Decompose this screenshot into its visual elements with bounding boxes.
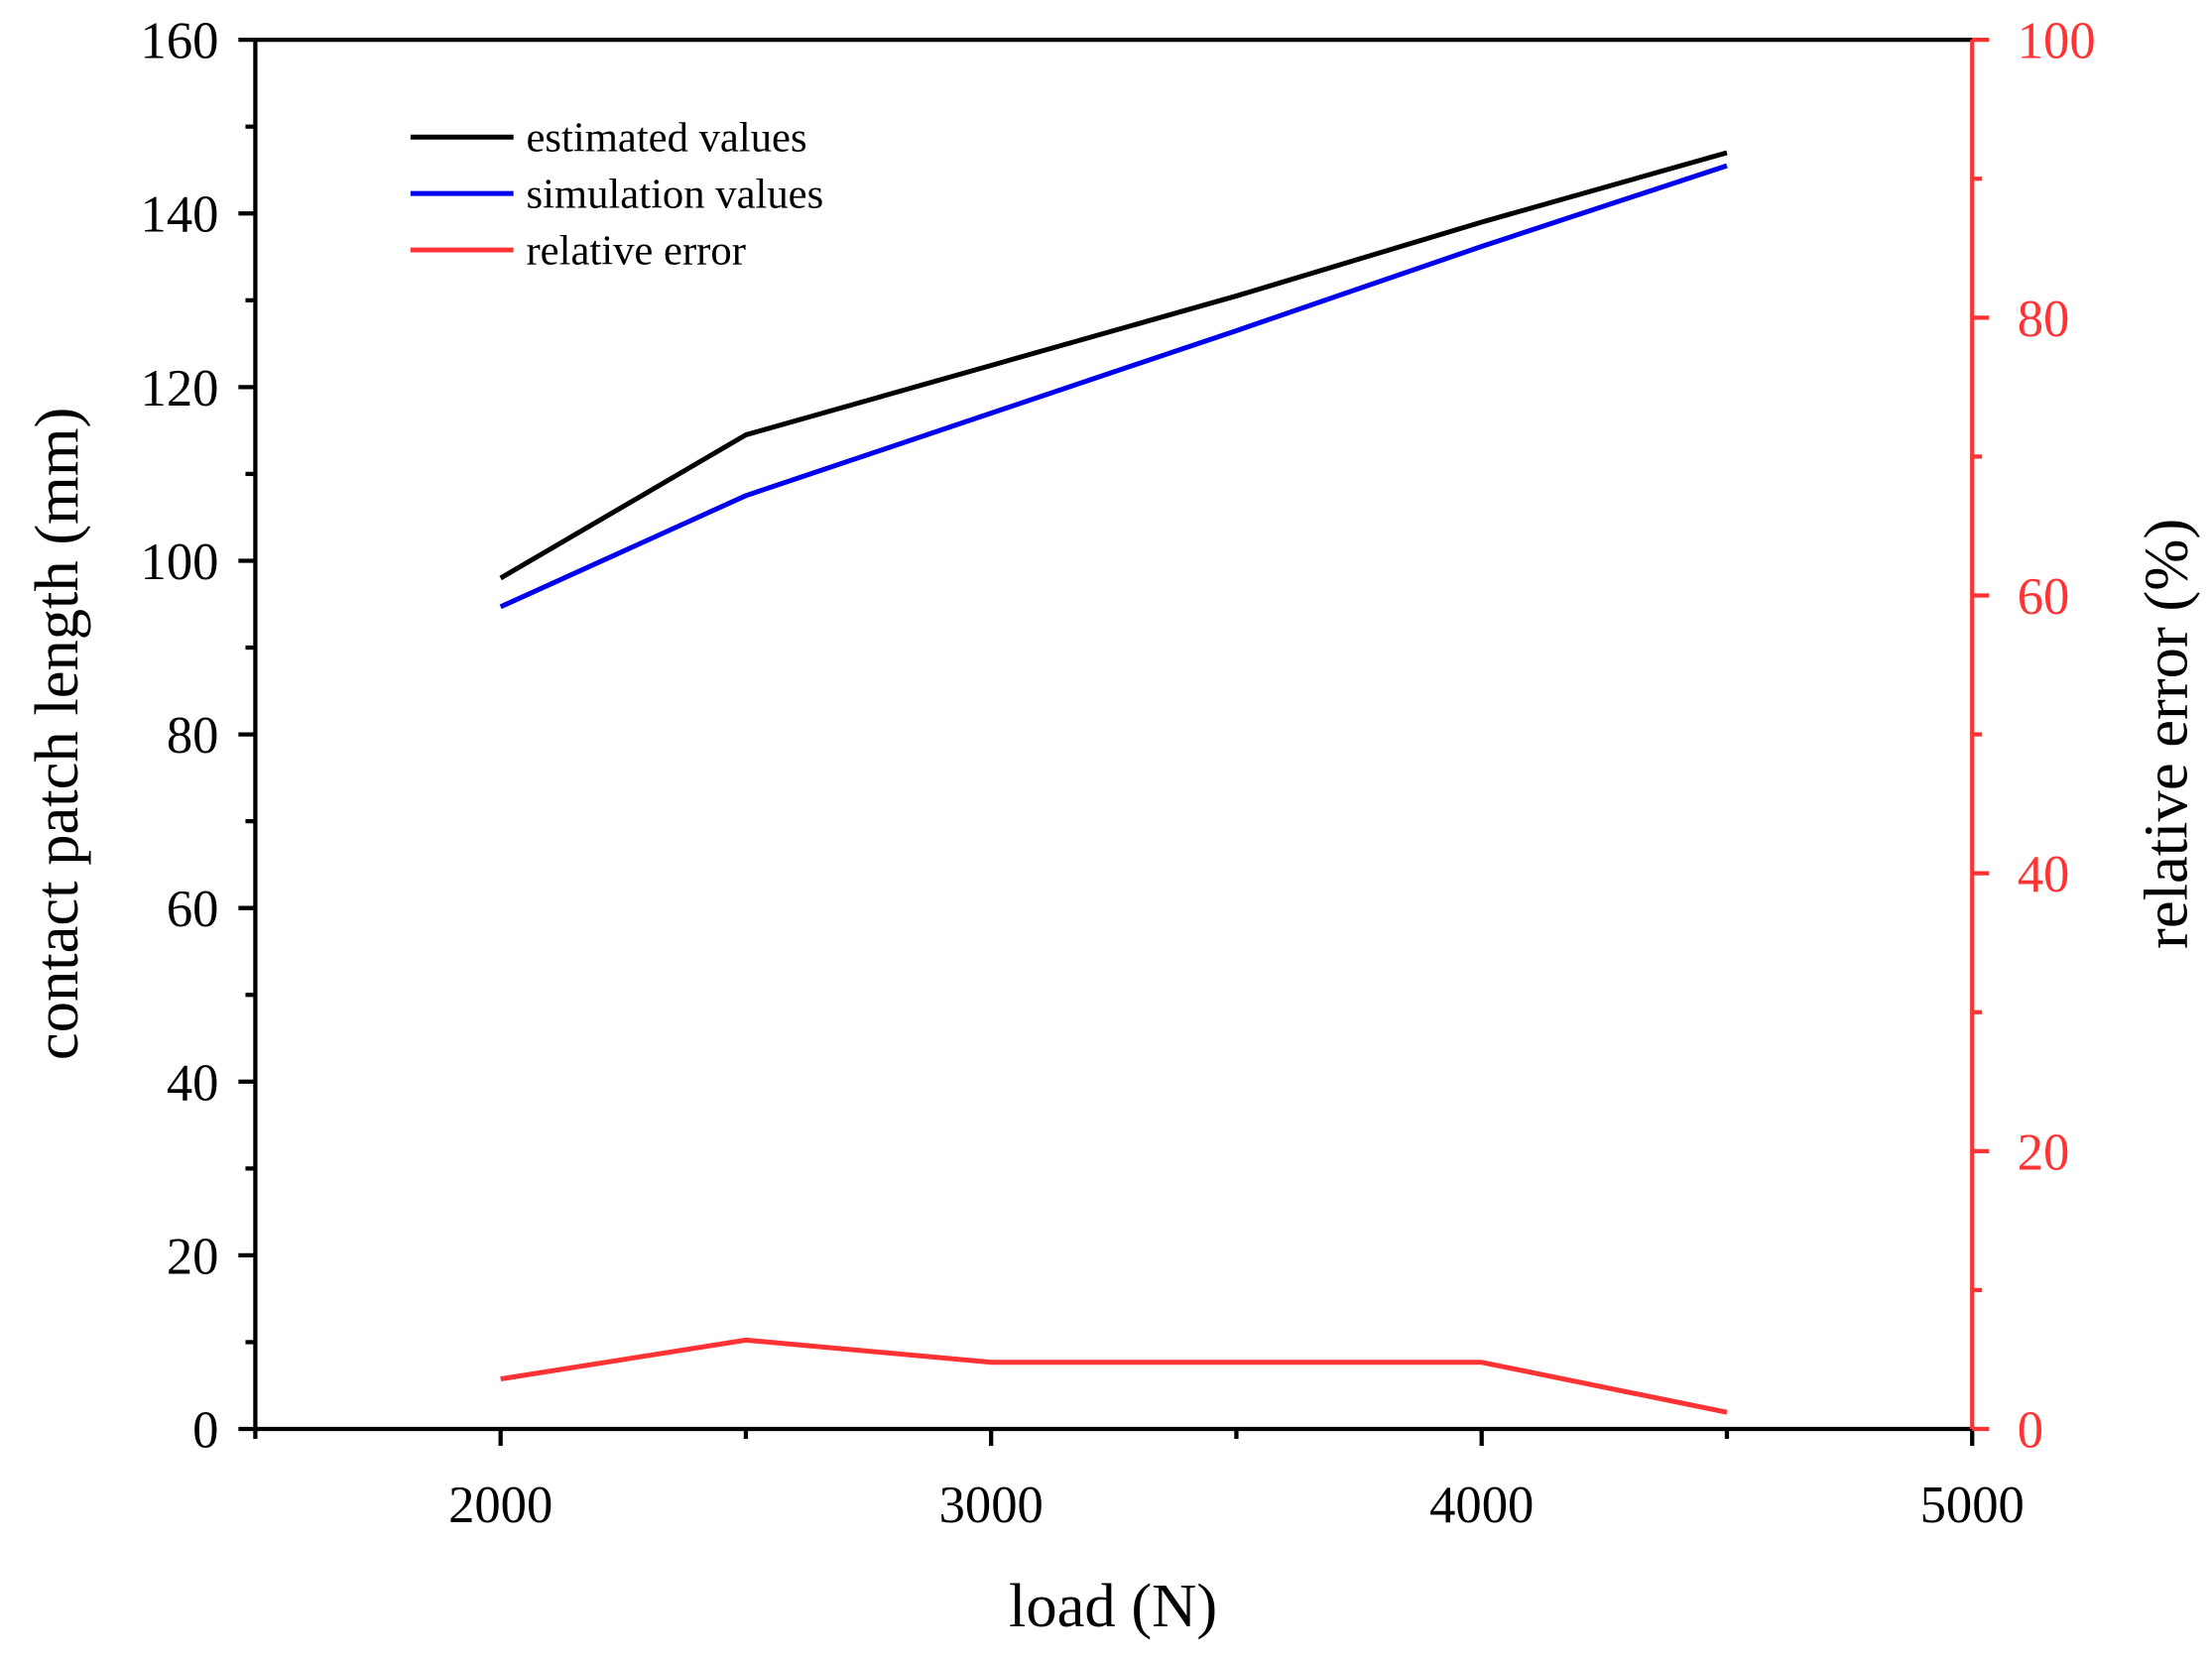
x-tick-label: 3000 [939,1477,1044,1534]
y-tick-label: 60 [167,881,219,938]
y-axis-title: contact patch length (mm) [22,408,91,1060]
y2-tick-label: 20 [2018,1124,2070,1181]
series-line-simulation-values [499,163,1728,610]
y2-tick-label: 0 [2018,1401,2043,1459]
y2-tick-label: 40 [2018,846,2070,903]
y2-tick-label: 100 [2018,13,2096,70]
legend-label-relative-error: relative error [526,227,745,274]
y2-tick-label: 80 [2018,291,2070,348]
axis-tick-labels: 2000 3000 4000 5000 0 20 40 60 80 100 120 140 160 0 20… [141,13,2096,1534]
x-tick-label: 4000 [1429,1477,1534,1534]
y-tick-label: 140 [141,186,219,244]
y-tick-label: 120 [141,360,219,417]
series-line-relative-error [500,1337,1728,1415]
y-tick-label: 40 [167,1054,219,1112]
x-axis-title: load (N) [1009,1571,1217,1640]
legend-label-estimated-values: estimated values [526,115,806,162]
y-tick-label: 100 [141,534,219,591]
legend: estimated values simulation values relativ… [410,115,823,274]
y2-axis-title: relative error (%) [2131,519,2200,949]
y-tick-label: 0 [192,1401,218,1459]
series-line-estimated-values [499,150,1728,581]
x-tick-label: 5000 [1920,1477,2025,1534]
y-tick-label: 80 [167,707,219,765]
y2-tick-label: 60 [2018,568,2070,626]
legend-label-simulation-values: simulation values [526,171,823,217]
axis-ticks [238,38,1990,1447]
series-lines [499,150,1728,1415]
x-tick-label: 2000 [448,1477,553,1534]
y-tick-label: 160 [141,13,219,70]
y-tick-label: 20 [167,1228,219,1285]
